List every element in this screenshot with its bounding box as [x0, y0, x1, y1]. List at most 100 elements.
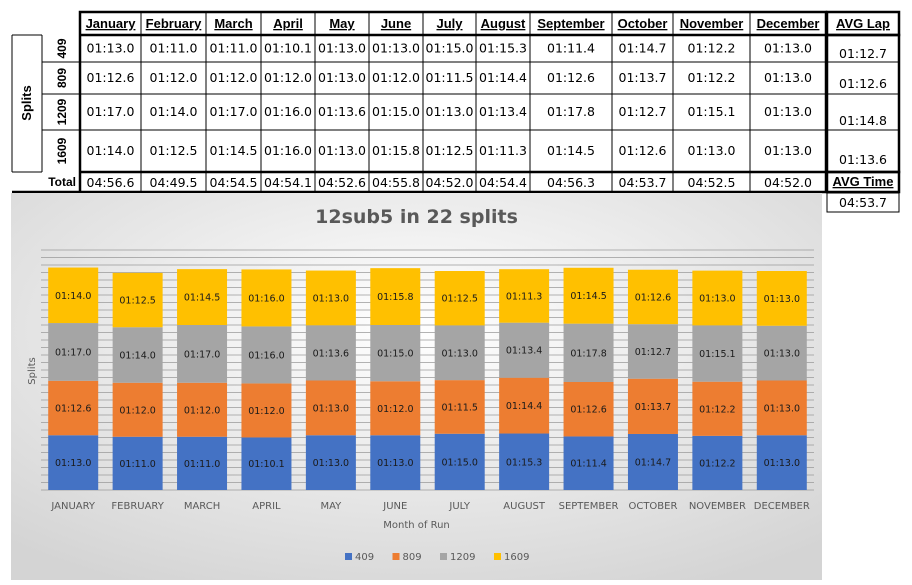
data-label-409: 01:15.0 — [441, 457, 477, 468]
data-label-1209: 01:15.1 — [699, 349, 735, 360]
total-cell: 04:56.6 — [87, 175, 135, 190]
bar-409-july — [434, 433, 485, 490]
split-label-809: 809 — [55, 68, 69, 88]
month-header-april: April — [273, 16, 303, 31]
split-cell: 01:13.0 — [764, 104, 812, 119]
month-header-march: March — [214, 16, 252, 31]
total-cell: 04:54.4 — [479, 175, 527, 190]
split-cell: 01:16.0 — [264, 104, 312, 119]
bar-809-march — [177, 382, 228, 437]
data-label-1609: 01:14.5 — [184, 293, 220, 304]
bar-409-april — [241, 437, 292, 490]
bar-809-january — [48, 380, 99, 436]
month-header-october: October — [618, 16, 668, 31]
split-cell: 01:15.0 — [426, 41, 474, 56]
data-label-1609: 01:12.6 — [635, 292, 671, 303]
bar-409-march — [177, 436, 228, 490]
legend-item-409: 409 — [345, 552, 374, 563]
chart-title: 12sub5 in 22 splits — [315, 206, 518, 228]
legend-label: 409 — [355, 552, 374, 563]
avg-time-value-border — [826, 192, 900, 213]
month-header-august: August — [481, 16, 526, 31]
x-tick-label: NOVEMBER — [689, 501, 746, 512]
split-cell: 01:12.5 — [150, 143, 198, 158]
split-label-1209: 1209 — [55, 98, 69, 125]
data-label-1209: 01:13.0 — [764, 349, 800, 360]
split-label-1609: 1609 — [55, 137, 69, 164]
data-label-809: 01:12.6 — [55, 404, 91, 415]
data-label-409: 01:13.0 — [313, 458, 349, 469]
split-label-409: 409 — [55, 38, 69, 58]
stacked-bar-chart: 12sub5 in 22 splits 01:13.0 01:12.6 01:17.0… — [11, 193, 822, 580]
x-tick-label: AUGUST — [503, 501, 546, 512]
bar-1209-january — [48, 323, 99, 381]
bar-1209-october — [627, 324, 678, 379]
month-header-february: February — [146, 16, 202, 31]
bar-809-february — [112, 382, 163, 437]
data-label-409: 01:13.0 — [55, 458, 91, 469]
data-label-809: 01:13.7 — [635, 402, 671, 413]
bar-809-may — [305, 380, 356, 436]
bar-809-july — [434, 380, 485, 434]
data-label-1609: 01:13.0 — [313, 293, 349, 304]
legend-swatch — [345, 553, 352, 560]
bar-409-september — [563, 436, 614, 490]
split-cell: 01:17.0 — [210, 104, 258, 119]
split-cell: 01:13.0 — [87, 41, 135, 56]
x-tick-label: APRIL — [252, 501, 281, 512]
month-header-may: May — [329, 16, 355, 31]
bar-1609-september — [563, 267, 614, 324]
total-cell: 04:52.5 — [688, 175, 736, 190]
month-header-september: September — [537, 16, 604, 31]
bar-1609-february — [112, 272, 163, 328]
month-block-border — [78, 10, 828, 194]
data-label-409: 01:11.0 — [184, 459, 220, 470]
x-tick-label: MARCH — [184, 501, 220, 512]
month-header-june: June — [381, 16, 411, 31]
data-label-409: 01:13.0 — [377, 458, 413, 469]
split-cell: 01:15.8 — [372, 143, 420, 158]
split-cell: 01:13.6 — [318, 104, 366, 119]
table-grid — [11, 12, 899, 192]
gridlines — [41, 249, 814, 491]
bar-809-august — [499, 377, 550, 434]
x-tick-label: SEPTEMBER — [559, 501, 619, 512]
table-borders — [12, 10, 901, 194]
split-cell: 01:12.6 — [547, 70, 595, 85]
month-header-january: January — [86, 16, 137, 31]
avg-time-value: 04:53.7 — [839, 195, 887, 210]
bar-1209-august — [499, 322, 550, 378]
bar-409-february — [112, 436, 163, 490]
split-cell: 01:12.2 — [688, 41, 736, 56]
x-tick-label: JUNE — [382, 501, 407, 512]
bar-1609-january — [48, 267, 99, 324]
split-cell: 01:12.0 — [372, 70, 420, 85]
data-label-809: 01:12.0 — [119, 405, 155, 416]
bar-1609-may — [305, 270, 356, 326]
split-cell: 01:13.0 — [318, 143, 366, 158]
data-label-1609: 01:14.5 — [570, 291, 606, 302]
data-label-1209: 01:13.6 — [313, 348, 349, 359]
split-cell: 01:11.5 — [426, 70, 474, 85]
avg-time-header-border — [825, 170, 901, 194]
data-label-1209: 01:13.0 — [441, 348, 477, 359]
x-tick-label: JANUARY — [50, 501, 96, 512]
bar-1609-october — [627, 269, 678, 325]
split-cell: 01:13.0 — [426, 104, 474, 119]
data-label-1609: 01:14.0 — [55, 291, 91, 302]
data-label-1209: 01:17.8 — [570, 348, 606, 359]
total-cell: 04:52.0 — [764, 175, 812, 190]
data-label-409: 01:11.0 — [119, 459, 155, 470]
avg-lap-value: 01:12.7 — [839, 46, 887, 61]
data-label-409: 01:12.2 — [699, 458, 735, 469]
data-label-1609: 01:11.3 — [506, 291, 542, 302]
bar-1209-may — [305, 325, 356, 381]
split-cell: 01:14.4 — [479, 70, 527, 85]
legend-swatch — [494, 553, 501, 560]
data-label-409: 01:14.7 — [635, 457, 671, 468]
bar-809-december — [756, 380, 807, 436]
bar-1209-april — [241, 326, 292, 384]
month-header-july: July — [436, 16, 463, 31]
split-cell: 01:16.0 — [264, 143, 312, 158]
legend-item-809: 809 — [392, 552, 422, 563]
